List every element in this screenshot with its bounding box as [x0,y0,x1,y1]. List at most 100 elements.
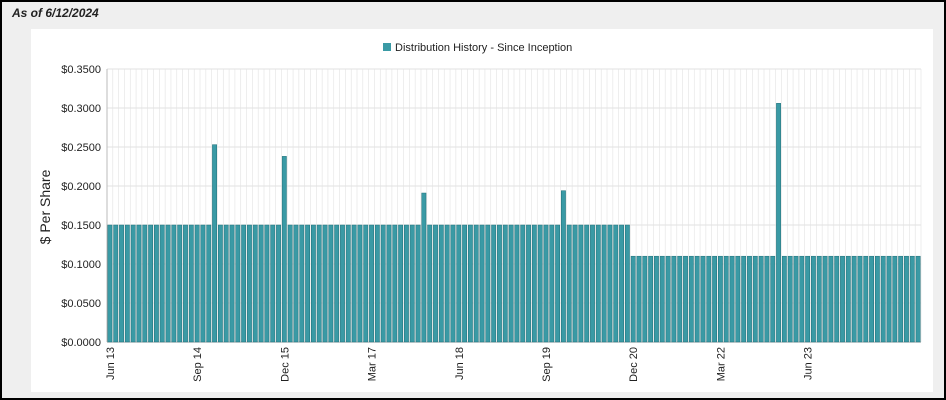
bar [264,224,270,343]
bar [758,255,764,343]
bar [857,255,863,343]
bar [683,255,688,343]
bar [712,255,717,343]
bar [415,224,421,343]
bar [252,224,258,343]
bar [648,255,654,343]
legend-swatch [383,43,391,51]
x-tick-label: Dec 15 [279,347,291,382]
y-axis-label: $ Per Share [37,169,53,244]
bar [293,224,299,343]
bar [636,255,642,343]
bar [688,255,694,343]
bar [630,255,636,343]
bar [159,224,165,343]
x-tick-label: Dec 20 [628,347,640,382]
bar [281,156,287,343]
bar [427,224,433,343]
x-tick-label: Jun 13 [105,347,117,380]
bar [578,224,584,343]
bar [194,224,200,343]
bar [537,224,543,343]
bar [904,255,909,343]
bar [561,190,566,343]
bar [154,224,159,343]
bar [363,224,369,343]
bar [316,224,322,343]
bar [828,255,834,343]
bar [369,224,374,343]
grid [106,68,922,343]
bar [212,144,217,343]
bar [869,255,874,343]
bar [880,255,886,343]
bar [566,224,572,343]
y-tick-label: $0.3000 [61,103,101,115]
y-tick-label: $0.0000 [61,337,101,349]
bar [462,224,467,343]
x-axis-ticks: Jun 13 Sep 14 Dec 15 Mar 17 Jun 18 Sep 19 Dec … [105,347,815,382]
bar [665,255,671,343]
bar [270,224,276,343]
bar [584,224,590,343]
as-of-date: As of 6/12/2024 [12,6,99,20]
bar [200,224,206,343]
bar [392,224,398,343]
bar [834,255,840,343]
bar [188,224,194,343]
bar [654,255,659,343]
bar [165,224,171,343]
bar [247,224,252,343]
x-tick-label: Sep 14 [192,347,204,382]
bar [456,224,462,343]
bar [276,224,281,343]
bar [183,224,188,343]
bar [171,224,177,343]
bar [398,224,404,343]
bar [328,224,334,343]
bar [386,224,392,343]
bar [735,255,741,343]
bar [258,224,264,343]
bar [816,255,822,343]
bar [613,224,619,343]
bar [107,224,113,343]
bar [235,224,241,343]
x-tick-label: Jun 23 [803,347,815,380]
bar [497,224,502,343]
bar [206,224,212,343]
bar [909,255,915,343]
bar [421,192,427,343]
bar [752,255,758,343]
bar [723,255,729,343]
bar [479,224,485,343]
bar [287,224,293,343]
bar [822,255,828,343]
y-tick-label: $0.0500 [61,298,101,310]
bar [898,255,904,343]
bar [177,224,183,343]
bar [467,224,473,343]
bar [549,224,555,343]
bar [241,224,247,343]
y-tick-label: $0.1500 [61,220,101,232]
bar [694,255,700,343]
x-tick-label: Sep 19 [541,347,553,382]
bar [409,224,415,343]
bar [886,255,892,343]
bar [502,224,508,343]
bar [607,224,613,343]
bar [438,224,444,343]
bar [624,224,630,343]
bar [485,224,491,343]
bar [892,255,898,343]
x-tick-label: Mar 17 [367,347,379,381]
bar [404,224,409,343]
bar [374,224,380,343]
bar [526,224,531,343]
bar [700,255,706,343]
bar [811,255,816,343]
bar [124,224,130,343]
x-tick-label: Jun 18 [454,347,466,380]
legend: Distribution History - Since Inception [383,42,572,54]
